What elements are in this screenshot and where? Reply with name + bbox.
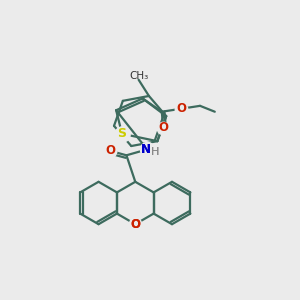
- Text: O: O: [158, 122, 168, 134]
- Text: O: O: [176, 102, 186, 115]
- Text: O: O: [130, 218, 140, 231]
- Text: H: H: [151, 147, 160, 157]
- Text: S: S: [118, 127, 127, 140]
- Text: N: N: [141, 143, 151, 156]
- Text: O: O: [130, 218, 140, 231]
- Text: H: H: [151, 147, 160, 157]
- Text: O: O: [105, 144, 115, 158]
- Text: CH₃: CH₃: [130, 71, 149, 81]
- Text: N: N: [141, 143, 151, 156]
